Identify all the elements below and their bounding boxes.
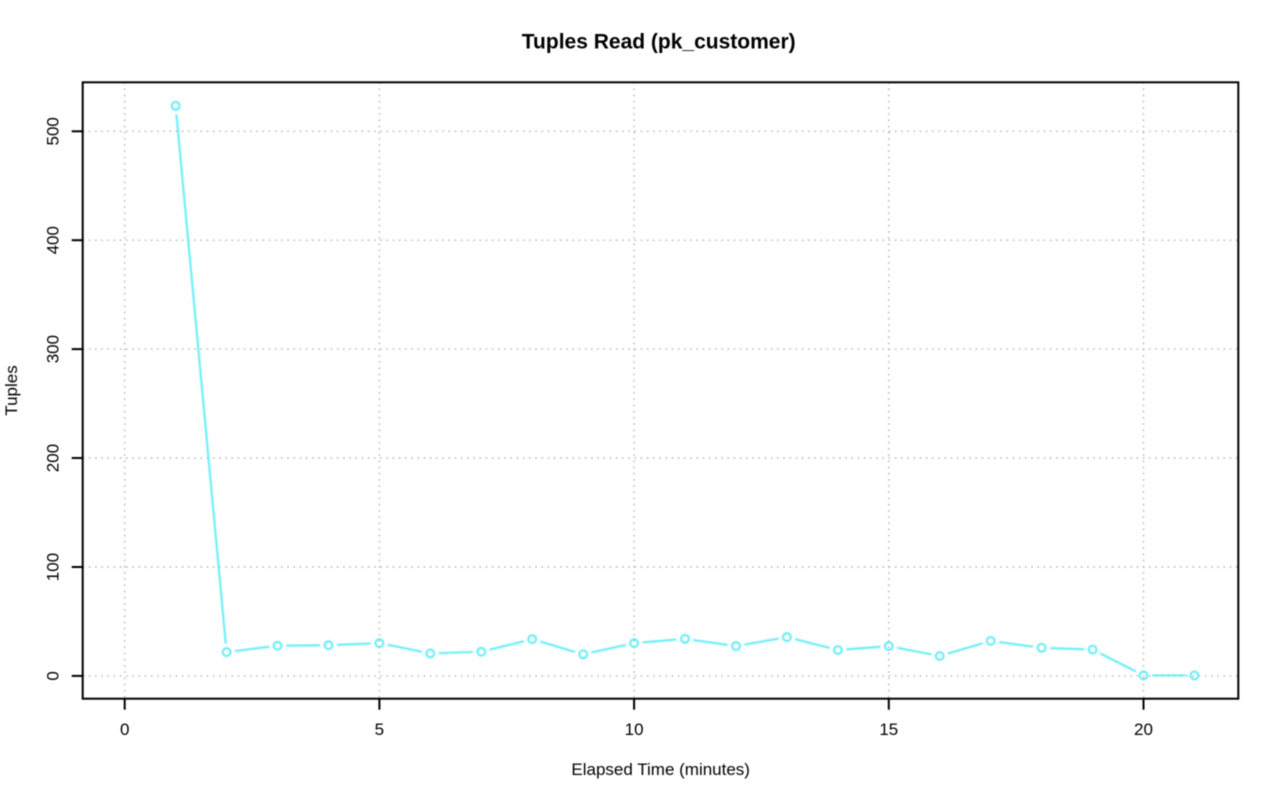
- svg-text:300: 300: [43, 335, 62, 363]
- svg-text:5: 5: [375, 720, 384, 739]
- svg-text:500: 500: [43, 117, 62, 145]
- svg-text:0: 0: [120, 720, 129, 739]
- svg-text:Tuples Read (pk_customer): Tuples Read (pk_customer): [522, 31, 796, 54]
- svg-text:400: 400: [43, 226, 62, 254]
- svg-text:20: 20: [1134, 720, 1153, 739]
- svg-text:10: 10: [625, 720, 644, 739]
- svg-text:0: 0: [43, 671, 62, 680]
- svg-text:100: 100: [43, 553, 62, 581]
- svg-text:200: 200: [43, 444, 62, 472]
- svg-text:Tuples: Tuples: [2, 365, 21, 415]
- svg-text:15: 15: [879, 720, 898, 739]
- svg-text:Elapsed Time (minutes): Elapsed Time (minutes): [571, 760, 750, 779]
